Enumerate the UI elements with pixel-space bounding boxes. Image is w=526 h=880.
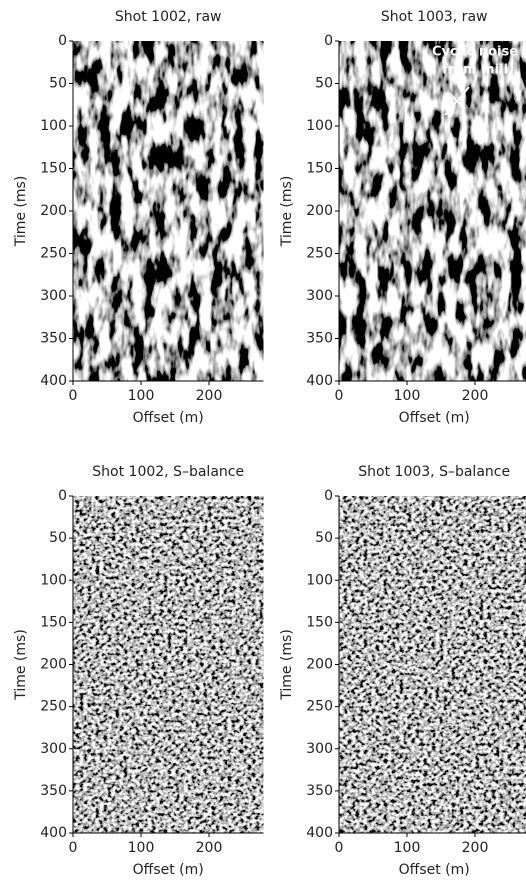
y-tick-label: 200 xyxy=(40,657,67,673)
y-tick-label: 400 xyxy=(306,825,333,841)
x-tick-label: 100 xyxy=(128,840,155,856)
y-tick-label: 0 xyxy=(324,488,333,504)
panel-title: Shot 1003, raw xyxy=(381,9,488,25)
x-tick-label: 200 xyxy=(196,388,223,404)
x-tick-label: 100 xyxy=(394,388,421,404)
y-axis-label: Time (ms) xyxy=(13,629,29,701)
y-tick-label: 150 xyxy=(40,161,67,177)
y-tick-label: 50 xyxy=(315,76,333,92)
y-tick-label: 300 xyxy=(40,288,67,304)
seismic-image xyxy=(73,496,264,833)
y-tick-label: 50 xyxy=(49,76,67,92)
y-tick-label: 400 xyxy=(40,373,67,389)
x-axis-label: Offset (m) xyxy=(133,862,204,878)
y-axis-label: Time (ms) xyxy=(279,176,295,248)
x-tick-label: 0 xyxy=(69,840,78,856)
y-tick-label: 50 xyxy=(315,530,333,546)
y-tick-label: 150 xyxy=(40,614,67,630)
annotation: from mill xyxy=(442,63,508,78)
y-tick-label: 300 xyxy=(40,741,67,757)
y-tick-label: 100 xyxy=(40,118,67,134)
y-tick-label: 100 xyxy=(306,572,333,588)
y-tick-label: 350 xyxy=(306,331,333,347)
annotation-mark xyxy=(448,92,466,110)
y-tick-label: 250 xyxy=(306,699,333,715)
y-tick-label: 350 xyxy=(40,783,67,799)
y-axis-label: Time (ms) xyxy=(279,629,295,701)
y-tick-label: 400 xyxy=(306,373,333,389)
y-tick-label: 100 xyxy=(306,118,333,134)
x-tick-label: 100 xyxy=(394,840,421,856)
x-tick-label: 0 xyxy=(335,388,344,404)
y-tick-label: 250 xyxy=(306,246,333,262)
panel-title: Shot 1002, S–balance xyxy=(92,464,244,480)
y-axis-label: Time (ms) xyxy=(13,176,29,248)
x-axis-label: Offset (m) xyxy=(399,862,470,878)
y-tick-label: 400 xyxy=(40,825,67,841)
x-tick-label: 200 xyxy=(462,388,489,404)
y-tick-label: 150 xyxy=(306,614,333,630)
x-tick-label: 0 xyxy=(335,840,344,856)
y-tick-label: 50 xyxy=(49,530,67,546)
y-tick-label: 150 xyxy=(306,161,333,177)
panel-title: Shot 1002, raw xyxy=(115,9,222,25)
annotation: Cyclic noise xyxy=(432,45,518,60)
x-tick-label: 100 xyxy=(128,388,155,404)
x-tick-label: 0 xyxy=(69,388,78,404)
y-tick-label: 250 xyxy=(40,246,67,262)
y-tick-label: 0 xyxy=(58,488,67,504)
y-tick-label: 200 xyxy=(306,203,333,219)
seismic-image xyxy=(339,496,526,833)
y-tick-label: 300 xyxy=(306,288,333,304)
y-tick-label: 200 xyxy=(40,203,67,219)
panel-title: Shot 1003, S–balance xyxy=(358,464,510,480)
x-axis-label: Offset (m) xyxy=(133,410,204,426)
y-tick-label: 200 xyxy=(306,657,333,673)
y-tick-label: 250 xyxy=(40,699,67,715)
x-tick-label: 200 xyxy=(196,840,223,856)
x-tick-label: 200 xyxy=(462,840,489,856)
seismic-image xyxy=(73,41,264,381)
y-tick-label: 100 xyxy=(40,572,67,588)
seismic-image xyxy=(339,41,526,381)
y-tick-label: 350 xyxy=(306,783,333,799)
y-tick-label: 350 xyxy=(40,331,67,347)
y-tick-label: 0 xyxy=(58,33,67,49)
x-axis-label: Offset (m) xyxy=(399,410,470,426)
y-tick-label: 0 xyxy=(324,33,333,49)
y-tick-label: 300 xyxy=(306,741,333,757)
